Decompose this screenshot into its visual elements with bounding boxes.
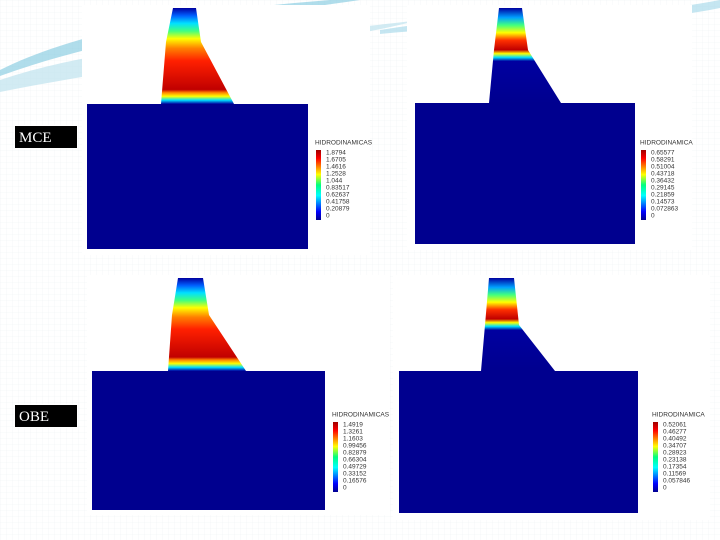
colorbar-label: 0.11569 (663, 471, 686, 478)
colorbar-label: 0.99456 (343, 443, 367, 450)
colorbar-label: 1.4919 (343, 422, 363, 429)
colorbar-title: HIDRODINAMICAS (332, 412, 390, 419)
case-label: MCE (14, 125, 78, 149)
case-label: OBE (14, 404, 78, 428)
colorbar-label: 0.20879 (326, 206, 350, 213)
colorbar-label: 0 (651, 213, 655, 220)
colorbar-label: 0.52061 (663, 422, 687, 429)
colorbar-label: 0.62637 (326, 192, 350, 199)
colorbar-label: 0.36432 (651, 178, 675, 185)
colorbar-label: 0.057846 (663, 478, 690, 485)
colorbar (653, 422, 658, 492)
colorbar-label: 1.4616 (326, 164, 346, 171)
colorbar-label: 0.14573 (651, 199, 675, 206)
colorbar-label: 0.46277 (663, 429, 687, 436)
dam-body (161, 8, 234, 104)
colorbar-title: HIDRODINAMICAS (315, 140, 373, 147)
colorbar (641, 150, 646, 220)
dam-body (481, 278, 555, 371)
foundation (415, 103, 635, 244)
colorbar-label: 1.2528 (326, 171, 346, 178)
colorbar-label: 0.072863 (651, 206, 678, 213)
colorbar-label: 0.33152 (343, 471, 367, 478)
colorbar (316, 150, 321, 220)
dam-body (168, 278, 246, 371)
colorbar-label: 0.29145 (651, 185, 675, 192)
colorbar-title: HIDRODINAMICA (652, 412, 705, 419)
colorbar-label: 0.51004 (651, 164, 675, 171)
foundation (399, 371, 638, 513)
colorbar-label: 0.66304 (343, 457, 367, 464)
colorbar-label: 0.41758 (326, 199, 350, 206)
colorbar-label: 0.49729 (343, 464, 367, 471)
colorbar-label: 0 (663, 485, 667, 492)
colorbar-label: 0.16576 (343, 478, 367, 485)
colorbar-label: 0.83517 (326, 185, 350, 192)
colorbar-label: 0.23138 (663, 457, 687, 464)
colorbar-label: 0.82879 (343, 450, 367, 457)
colorbar (333, 422, 338, 492)
colorbar-label: 0.28923 (663, 450, 687, 457)
colorbar-label: 0.17354 (663, 464, 687, 471)
colorbar-label: 1.8794 (326, 150, 346, 157)
colorbar-label: 0.65577 (651, 150, 675, 157)
colorbar-label: 0 (343, 485, 347, 492)
colorbar-label: 0.34707 (663, 443, 687, 450)
colorbar-label: 1.3261 (343, 429, 363, 436)
colorbar-label: 0.40492 (663, 436, 687, 443)
foundation (92, 371, 325, 510)
colorbar-title: HIDRODINAMICA (640, 140, 693, 147)
colorbar-label: 0.21859 (651, 192, 675, 199)
colorbar-label: 0 (326, 213, 330, 220)
colorbar-label: 0.43718 (651, 171, 675, 178)
foundation (87, 104, 308, 249)
dam-body (489, 8, 561, 103)
colorbar-label: 1.044 (326, 178, 343, 185)
colorbar-label: 0.58291 (651, 157, 675, 164)
colorbar-label: 1.6705 (326, 157, 346, 164)
colorbar-label: 1.1603 (343, 436, 363, 443)
